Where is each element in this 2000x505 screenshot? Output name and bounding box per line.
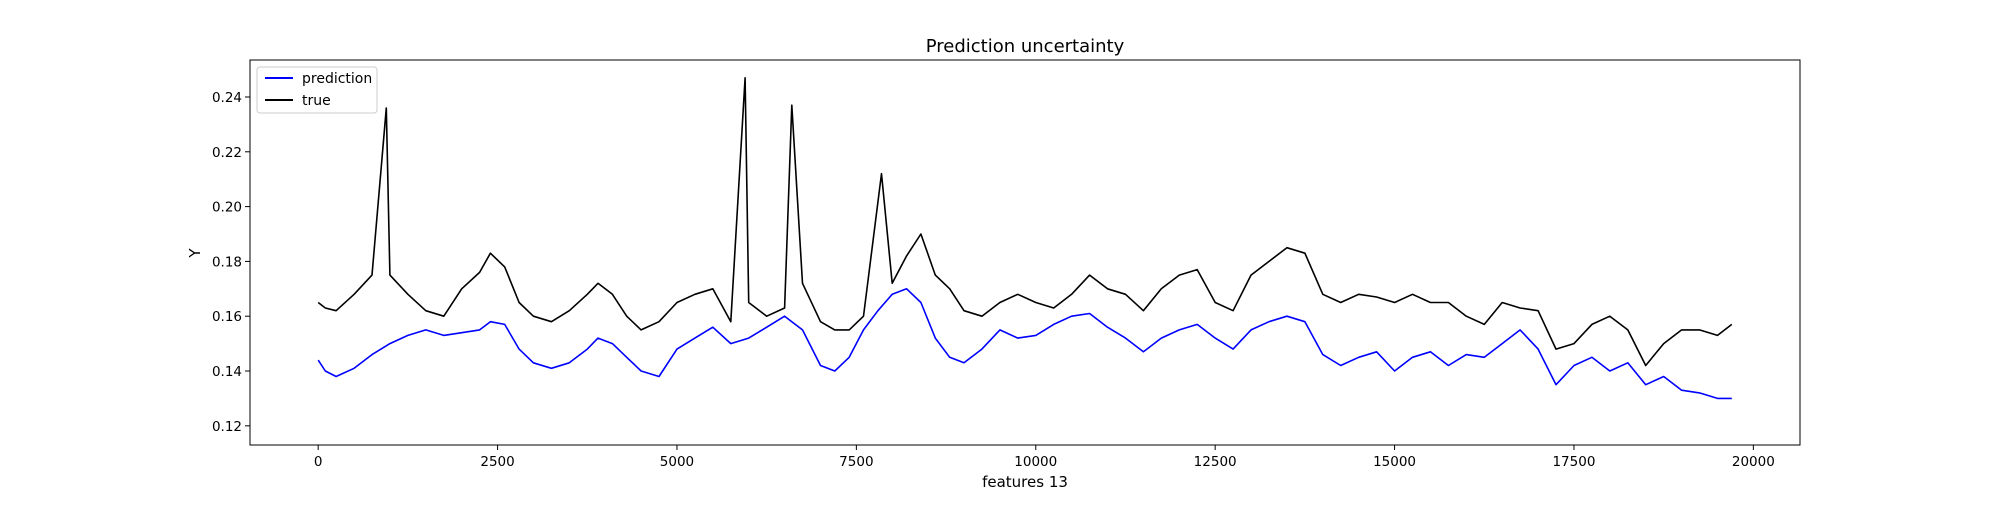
x-tick-label: 10000 [1014, 454, 1057, 470]
legend-label-true: true [302, 93, 331, 109]
y-tick-label: 0.14 [212, 364, 242, 380]
y-tick-label: 0.20 [212, 200, 242, 216]
legend-label-prediction: prediction [302, 71, 372, 87]
series-layer [317, 77, 1733, 400]
x-axis-label: features 13 [982, 473, 1068, 491]
x-tick-label: 7500 [839, 454, 873, 470]
series-line-true [317, 77, 1733, 367]
y-tick-label: 0.18 [212, 254, 242, 270]
x-tick-label: 17500 [1552, 454, 1595, 470]
y-axis-ticks: 0.12 0.14 0.16 0.18 0.20 0.22 0.24 [212, 90, 250, 435]
y-tick-label: 0.16 [212, 309, 242, 325]
y-tick-label: 0.22 [212, 145, 242, 161]
y-axis-label: Y [186, 248, 204, 259]
x-tick-label: 12500 [1194, 454, 1237, 470]
x-tick-label: 5000 [660, 454, 694, 470]
x-tick-label: 20000 [1732, 454, 1775, 470]
series-line-prediction [317, 287, 1732, 400]
x-tick-label: 0 [314, 454, 323, 470]
y-tick-label: 0.24 [212, 90, 242, 106]
x-axis-ticks: 0 2500 5000 7500 10000 12500 15000 17500 20000 [314, 445, 1775, 470]
x-tick-label: 15000 [1373, 454, 1416, 470]
legend: prediction true [256, 66, 378, 114]
x-tick-label: 2500 [480, 454, 514, 470]
chart-title: Prediction uncertainty [926, 36, 1125, 57]
y-tick-label: 0.12 [212, 419, 242, 435]
plot-frame [249, 59, 1801, 446]
